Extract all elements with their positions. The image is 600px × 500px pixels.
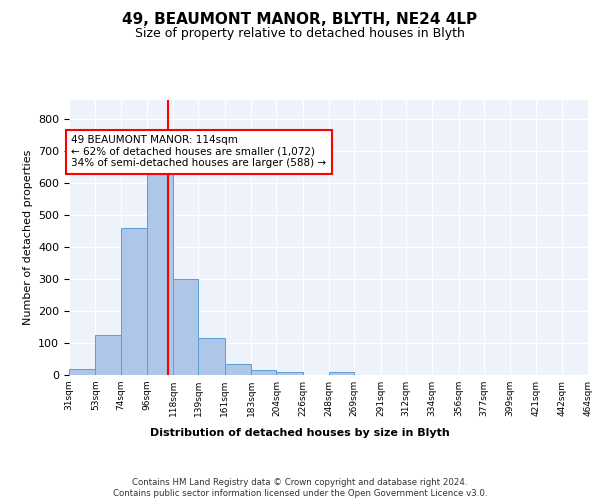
Text: Size of property relative to detached houses in Blyth: Size of property relative to detached ho… bbox=[135, 28, 465, 40]
Bar bbox=[147, 164, 173, 375]
Bar bbox=[173, 279, 199, 375]
Bar bbox=[277, 372, 303, 375]
Bar bbox=[199, 338, 225, 375]
Bar bbox=[251, 370, 277, 375]
Bar bbox=[225, 364, 251, 375]
Text: 49 BEAUMONT MANOR: 114sqm
← 62% of detached houses are smaller (1,072)
34% of se: 49 BEAUMONT MANOR: 114sqm ← 62% of detac… bbox=[71, 135, 326, 168]
Bar bbox=[329, 372, 354, 375]
Bar bbox=[121, 228, 147, 375]
Text: 49, BEAUMONT MANOR, BLYTH, NE24 4LP: 49, BEAUMONT MANOR, BLYTH, NE24 4LP bbox=[122, 12, 478, 28]
Text: Contains HM Land Registry data © Crown copyright and database right 2024.
Contai: Contains HM Land Registry data © Crown c… bbox=[113, 478, 487, 498]
Text: Distribution of detached houses by size in Blyth: Distribution of detached houses by size … bbox=[150, 428, 450, 438]
Bar bbox=[69, 368, 95, 375]
Bar bbox=[95, 335, 121, 375]
Y-axis label: Number of detached properties: Number of detached properties bbox=[23, 150, 32, 325]
